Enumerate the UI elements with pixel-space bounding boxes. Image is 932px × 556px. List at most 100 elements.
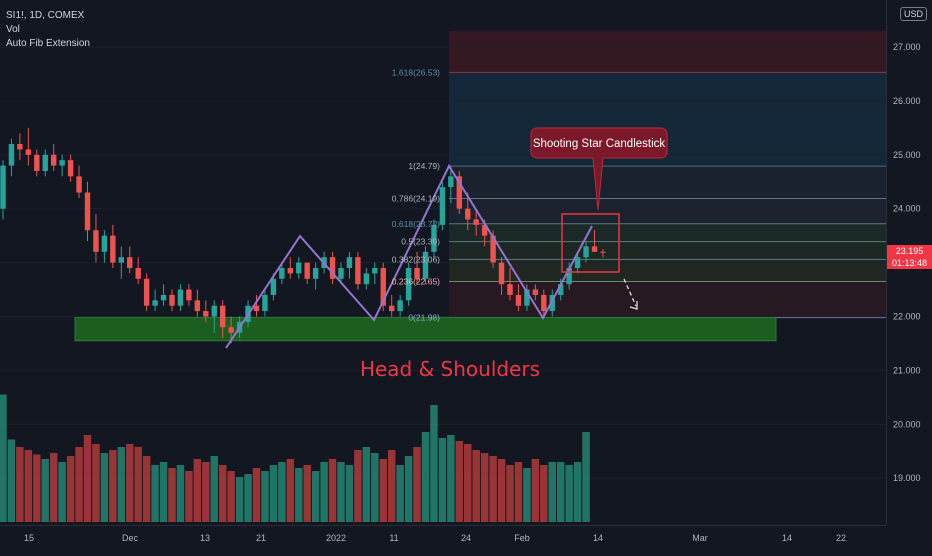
volume-bar — [0, 394, 7, 522]
candle-body — [160, 294, 167, 301]
volume-bar — [117, 447, 126, 522]
candle-body — [84, 192, 91, 231]
candle-body — [414, 267, 420, 279]
candles — [0, 127, 606, 344]
volume-bar — [506, 465, 514, 522]
volume-bar — [185, 471, 193, 522]
candle-body — [524, 289, 530, 306]
candle-body — [465, 208, 471, 220]
candle-body — [76, 176, 82, 193]
head-and-shoulders-lines[interactable] — [225, 163, 593, 349]
fib-level-label: 0.382(23.06) — [392, 254, 440, 264]
volume-bar — [269, 465, 278, 522]
volume-bar — [430, 405, 438, 522]
volume-bar — [556, 462, 565, 522]
candle-body — [17, 144, 23, 150]
price-tick-label: 27.000 — [893, 42, 921, 52]
candle-body — [397, 300, 403, 312]
candle-body — [186, 289, 192, 301]
volume-bar — [354, 450, 362, 522]
volume-bar — [320, 462, 328, 522]
price-tick-label: 25.000 — [893, 150, 921, 160]
candle-body — [262, 294, 268, 312]
volume-bar — [24, 450, 33, 522]
time-tick-label: Dec — [122, 533, 139, 543]
chart-canvas[interactable]: 1.618(26.53) 1(24.79) 0.786(24.19) 0.618(23… — [0, 0, 886, 525]
time-axis[interactable]: 15 Dec 13 21 2022 11 24 Feb 14 Mar 14 22 — [0, 525, 886, 551]
volume-bar — [303, 465, 311, 522]
support-zone[interactable] — [74, 317, 777, 342]
candle-body — [220, 305, 226, 328]
volume-bar — [565, 465, 573, 522]
volume-bar — [396, 465, 404, 522]
volume-bar — [168, 468, 176, 522]
candle-body — [127, 257, 133, 268]
candle-body — [169, 294, 175, 306]
volume-bar — [49, 453, 58, 522]
candle-body — [591, 246, 598, 252]
annotations[interactable]: Shooting Star Candlestick Head & Shoulder… — [360, 127, 668, 381]
volume-bar — [109, 450, 117, 522]
volume-bar — [227, 471, 235, 522]
volume-bar — [142, 456, 151, 522]
candle-body — [363, 273, 370, 285]
candle-body — [380, 267, 386, 306]
volume-bar — [7, 439, 16, 522]
volume-bar — [193, 459, 202, 522]
candle-body — [25, 149, 32, 155]
projection-arrow-line — [623, 278, 637, 307]
candle-body — [490, 235, 496, 263]
volume-bar — [58, 462, 66, 522]
projection-arrow-head — [629, 301, 638, 310]
volume-indicator-label[interactable]: Vol — [6, 24, 20, 35]
fib-level-label: 0.236(22.65) — [392, 276, 440, 286]
volume-bar — [16, 447, 24, 522]
candle-body — [34, 154, 40, 171]
chart-legend: SI1!, 1D, COMEX Vol Auto Fib Extension — [6, 9, 90, 51]
fib-level-label: 1(24.79) — [408, 161, 440, 171]
fib-zone — [449, 30, 886, 73]
price-chart[interactable]: 1.618(26.53) 1(24.79) 0.786(24.19) 0.618(23… — [0, 0, 886, 525]
volume-bar — [523, 468, 531, 522]
candle-body — [481, 224, 488, 236]
candle-body — [448, 176, 454, 188]
volume-bar — [379, 459, 387, 522]
volume-bar — [464, 444, 472, 522]
volume-bar — [531, 459, 540, 522]
candle-body — [194, 300, 201, 312]
volume-bar — [421, 432, 430, 522]
fib-level-label: 0.618(23.72) — [392, 219, 440, 229]
volume-bars — [0, 394, 590, 522]
pattern-polyline — [225, 163, 593, 349]
volume-bar — [455, 441, 464, 522]
candle-body — [507, 284, 513, 295]
volume-bar — [489, 456, 497, 522]
volume-bar — [278, 462, 286, 522]
volume-bar — [202, 462, 210, 522]
volume-bar — [33, 454, 41, 522]
volume-bar — [218, 465, 227, 522]
volume-bar — [404, 456, 413, 522]
fib-indicator-label[interactable]: Auto Fib Extension — [6, 38, 90, 49]
candle-body — [355, 257, 361, 285]
currency-button[interactable]: USD — [900, 7, 928, 21]
symbol-label[interactable]: SI1!, 1D, COMEX — [6, 10, 85, 21]
candle-body — [135, 267, 141, 279]
volume-bar — [244, 474, 252, 522]
candle-body — [312, 267, 319, 279]
candle-body — [498, 262, 505, 285]
candle-body — [439, 187, 446, 225]
callout-bubble — [530, 127, 668, 211]
candle-body — [389, 305, 395, 312]
fib-zone — [449, 223, 886, 242]
volume-bar — [387, 450, 396, 522]
price-tick-label: 24.000 — [893, 204, 921, 214]
candle-body — [329, 257, 336, 279]
volume-bar — [41, 459, 49, 522]
volume-bar — [75, 447, 83, 522]
time-tick-label: 13 — [200, 533, 210, 543]
candle-body — [203, 311, 209, 317]
volume-bar — [134, 447, 142, 522]
price-tick-label: 20.000 — [893, 419, 921, 429]
candle-body — [177, 289, 184, 306]
